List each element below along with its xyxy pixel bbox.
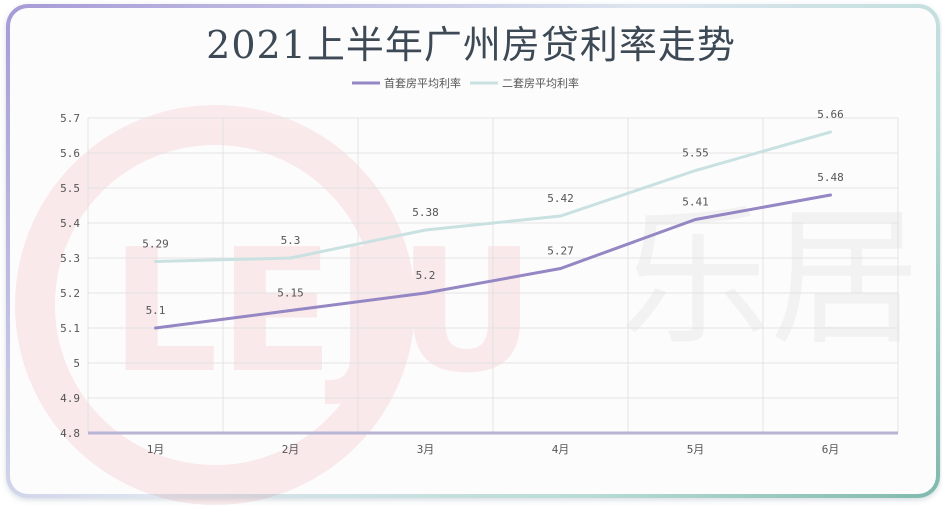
y-tick-label: 5 <box>73 357 80 370</box>
x-tick-label: 6月 <box>822 443 840 456</box>
data-point <box>424 291 427 295</box>
data-point <box>694 169 697 172</box>
svg-text:LEJU: LEJU <box>110 213 536 411</box>
data-label: 5.3 <box>281 234 301 247</box>
data-point <box>289 256 292 260</box>
x-tick-label: 5月 <box>687 443 705 456</box>
data-label: 5.15 <box>277 287 304 300</box>
svg-text:乐居: 乐居 <box>620 192 920 366</box>
data-label: 5.29 <box>142 238 169 251</box>
y-tick-label: 5.5 <box>60 182 80 195</box>
data-point <box>424 228 427 232</box>
legend-label: 二套房平均利率 <box>502 76 579 90</box>
legend-label: 首套房平均利率 <box>384 76 461 90</box>
data-label: 5.27 <box>547 245 574 258</box>
x-tick-label: 4月 <box>552 443 570 456</box>
chart-frame <box>6 4 940 498</box>
data-label: 5.42 <box>547 192 574 205</box>
data-label: 5.1 <box>146 304 166 317</box>
data-point <box>694 218 697 221</box>
watermark-logo: LEJU 乐居 <box>15 105 920 505</box>
y-tick-label: 5.2 <box>60 287 80 300</box>
data-point <box>289 309 292 312</box>
data-point <box>154 326 157 330</box>
y-tick-label: 5.6 <box>60 147 80 160</box>
x-tick-label: 2月 <box>282 443 300 456</box>
x-tick-label: 1月 <box>147 443 165 456</box>
legend: 首套房平均利率 二套房平均利率 <box>352 76 579 90</box>
chart-title: 2021上半年广州房贷利率走势 <box>206 23 736 67</box>
series-line-1 <box>155 193 831 330</box>
series-line-2 <box>155 130 831 263</box>
data-label: 5.55 <box>682 147 709 160</box>
y-tick-label: 5.1 <box>60 322 80 335</box>
x-tick-label: 3月 <box>417 443 435 456</box>
data-point <box>829 130 832 134</box>
data-label: 5.66 <box>817 108 844 121</box>
y-tick-label: 4.9 <box>60 392 80 405</box>
y-tick-label: 5.4 <box>60 217 80 230</box>
data-point <box>829 193 832 197</box>
data-point <box>559 267 562 270</box>
y-tick-label: 5.3 <box>60 252 80 265</box>
data-point <box>559 214 562 218</box>
y-tick-label: 4.8 <box>60 427 80 440</box>
data-label: 5.41 <box>682 196 709 209</box>
data-label: 5.2 <box>416 269 436 282</box>
data-label: 5.38 <box>412 206 439 219</box>
y-tick-label: 5.7 <box>60 112 80 125</box>
data-label: 5.48 <box>817 171 844 184</box>
data-point <box>154 260 157 263</box>
